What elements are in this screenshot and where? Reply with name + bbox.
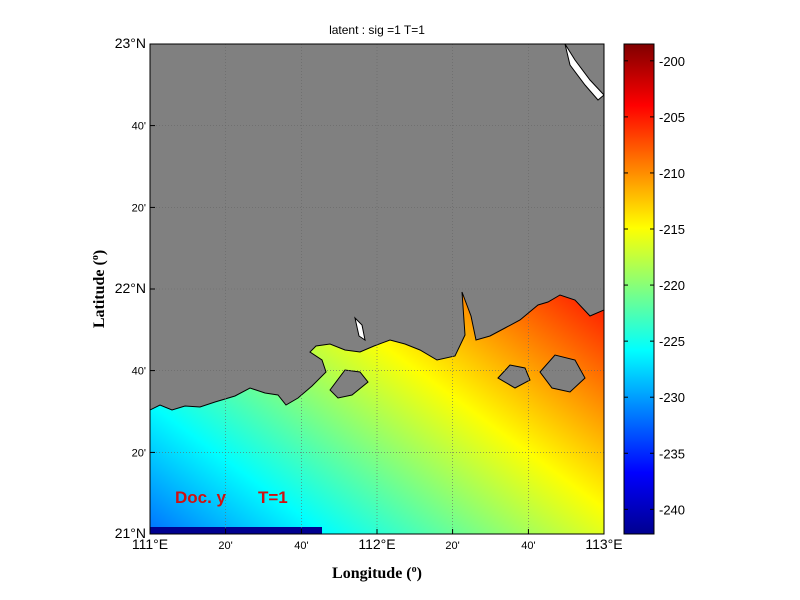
island [329,369,369,399]
x-tick-label: 111°E [132,536,168,552]
y-tick-label: 40' [132,366,146,378]
colorbar-tick-label: -230 [659,390,685,405]
y-tick-label: 22°N [115,280,146,296]
colorbar-tick-label: -220 [659,278,685,293]
colorbar-tick-label: -215 [659,222,685,237]
map-area [150,44,604,534]
island [539,354,586,393]
x-tick-label: 20' [218,540,232,552]
x-axis-label: Longitude (o) [332,564,422,582]
colorbar-tick-label: -235 [659,446,685,461]
y-axis-label: Latitude (o) [90,250,108,328]
y-tick-label: 20' [132,447,146,459]
y-tick-label: 23°N [115,35,146,51]
x-tick-label: 40' [521,540,535,552]
annotation: T=1 [258,488,288,507]
lake [354,316,366,342]
annotation: Doc. y [175,488,227,507]
x-tick-label: 40' [294,540,308,552]
x-tick-label: 113°E [585,536,622,552]
colorbar-tick-label: -240 [659,502,685,517]
y-tick-label: 20' [132,202,146,214]
field-edge [150,527,322,534]
colorbar-tick-label: -200 [659,54,685,69]
colorbar [623,43,655,535]
colorbar-tick-label: -225 [659,334,685,349]
x-tick-label: 112°E [358,536,395,552]
colorbar-tick-label: -210 [659,166,685,181]
y-tick-label: 40' [132,121,146,133]
river [564,44,604,101]
title: latent : sig =1 T=1 [329,23,425,37]
x-tick-label: 20' [445,540,459,552]
colorbar-tick-label: -205 [659,110,685,125]
y-tick-label: 21°N [115,525,146,541]
